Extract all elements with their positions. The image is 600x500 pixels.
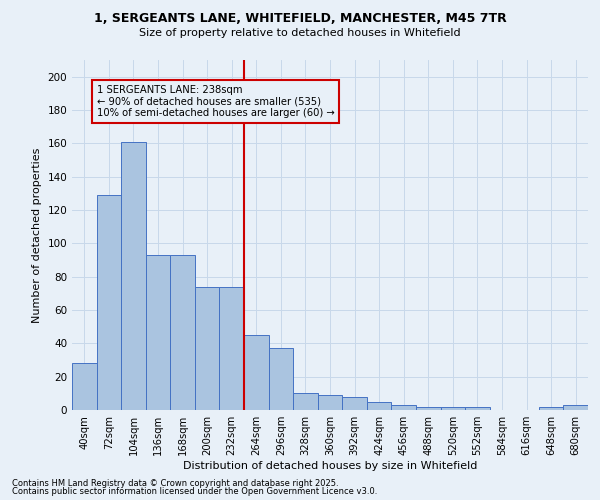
Bar (269, 348, 293, 410)
X-axis label: Distribution of detached houses by size in Whitefield: Distribution of detached houses by size … (183, 461, 477, 471)
Text: 1, SERGEANTS LANE, WHITEFIELD, MANCHESTER, M45 7TR: 1, SERGEANTS LANE, WHITEFIELD, MANCHESTE… (94, 12, 506, 26)
Bar (244, 335, 269, 410)
Bar (72, 364, 97, 410)
Bar (170, 255, 195, 410)
Bar (97, 195, 121, 410)
Bar (293, 394, 318, 410)
Bar (195, 286, 220, 410)
Text: 1 SERGEANTS LANE: 238sqm
← 90% of detached houses are smaller (535)
10% of semi-: 1 SERGEANTS LANE: 238sqm ← 90% of detach… (97, 85, 334, 118)
Bar (465, 406, 490, 410)
Bar (440, 406, 465, 410)
Bar (318, 395, 342, 410)
Bar (367, 402, 391, 410)
Text: Size of property relative to detached houses in Whitefield: Size of property relative to detached ho… (139, 28, 461, 38)
Bar (121, 142, 146, 410)
Bar (391, 405, 416, 410)
Text: Contains public sector information licensed under the Open Government Licence v3: Contains public sector information licen… (12, 487, 377, 496)
Bar (342, 396, 367, 410)
Bar (146, 255, 170, 410)
Text: Contains HM Land Registry data © Crown copyright and database right 2025.: Contains HM Land Registry data © Crown c… (12, 478, 338, 488)
Bar (539, 406, 563, 410)
Bar (563, 405, 588, 410)
Bar (416, 406, 440, 410)
Bar (220, 286, 244, 410)
Y-axis label: Number of detached properties: Number of detached properties (32, 148, 42, 322)
